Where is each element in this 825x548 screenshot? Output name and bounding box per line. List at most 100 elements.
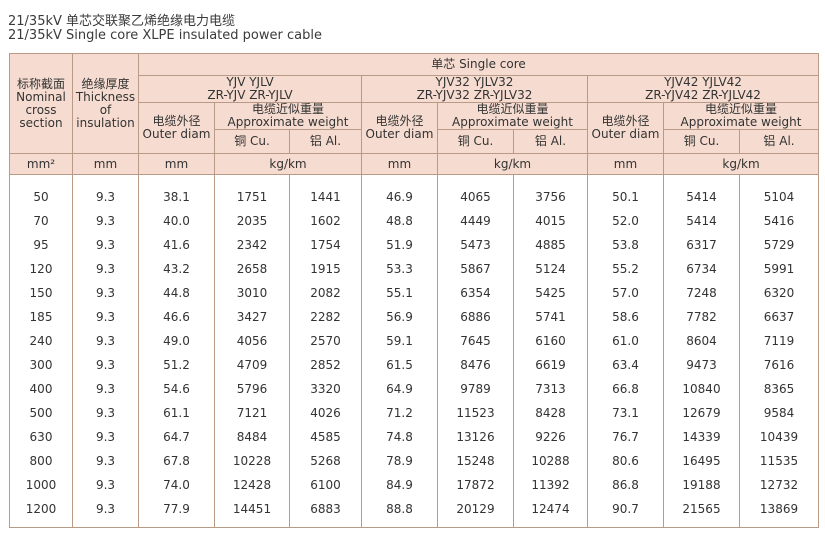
table-row: 150 9.3 44.8 3010 2082 55.1 6354 5425 57.0 7248 63…	[9, 281, 820, 305]
header-nominal-section: 标称截面 Nominal cross section	[9, 53, 73, 154]
table-cell: 4056	[214, 329, 290, 353]
table-cell: 66.8	[587, 377, 664, 401]
table-cell: 53.3	[361, 257, 438, 281]
table-cell: 400	[9, 377, 73, 401]
table-cell: 630	[9, 425, 73, 449]
header-approx-weight-1: 电缆近似重量 Approximate weight	[214, 102, 362, 130]
header-cu-1: 铜 Cu.	[214, 129, 290, 154]
table-cell: 55.1	[361, 281, 438, 305]
table-cell: 74.8	[361, 425, 438, 449]
table-cell: 7121	[214, 401, 290, 425]
table-cell: 13869	[738, 497, 820, 528]
table-row: 70 9.3 40.0 2035 1602 48.8 4449 4015 52.0 5414 541…	[9, 209, 820, 233]
table-cell: 20129	[437, 497, 514, 528]
table-cell: 38.1	[138, 174, 215, 209]
table-cell: 70	[9, 209, 73, 233]
table-cell: 5991	[738, 257, 820, 281]
table-cell: 10840	[663, 377, 740, 401]
table-cell: 2342	[214, 233, 290, 257]
table-cell: 78.9	[361, 449, 438, 473]
unit-diam-2: mm	[361, 153, 438, 175]
table-cell: 64.7	[138, 425, 215, 449]
table-cell: 12679	[663, 401, 740, 425]
table-cell: 5124	[513, 257, 588, 281]
table-cell: 5416	[738, 209, 820, 233]
unit-weight-1: kg/km	[214, 153, 362, 175]
table-cell: 3320	[289, 377, 362, 401]
table-cell: 5729	[738, 233, 820, 257]
header-outer-diam-2: 电缆外径 Outer diam	[361, 102, 438, 154]
table-cell: 4885	[513, 233, 588, 257]
header-outer-diam-1: 电缆外径 Outer diam	[138, 102, 215, 154]
table-cell: 63.4	[587, 353, 664, 377]
table-cell: 3427	[214, 305, 290, 329]
table-cell: 500	[9, 401, 73, 425]
table-row: 240 9.3 49.0 4056 2570 59.1 7645 6160 61.0 8604 71…	[9, 329, 820, 353]
table-cell: 5104	[738, 174, 820, 209]
table-cell: 64.9	[361, 377, 438, 401]
table-row: 500 9.3 61.1 7121 4026 71.2 11523 8428 73.1 12679…	[9, 401, 820, 425]
header-cu-3: 铜 Cu.	[663, 129, 740, 154]
table-cell: 12474	[513, 497, 588, 528]
table-cell: 52.0	[587, 209, 664, 233]
table-cell: 9.3	[72, 425, 139, 449]
table-cell: 13126	[437, 425, 514, 449]
table-cell: 6100	[289, 473, 362, 497]
table-cell: 7248	[663, 281, 740, 305]
table-row: 185 9.3 46.6 3427 2282 56.9 6886 5741 58.6 7782 66…	[9, 305, 820, 329]
table-cell: 6317	[663, 233, 740, 257]
table-cell: 1200	[9, 497, 73, 528]
table-cell: 3010	[214, 281, 290, 305]
table-cell: 1754	[289, 233, 362, 257]
header-group-yjv: YJV YJLV ZR-YJV ZR-YJLV	[138, 75, 362, 103]
header-single-core: 单芯 Single core	[137, 53, 820, 76]
table-cell: 9.3	[72, 209, 139, 233]
table-cell: 3756	[513, 174, 588, 209]
table-cell: 1441	[289, 174, 362, 209]
table-cell: 5867	[437, 257, 514, 281]
table-cell: 6160	[513, 329, 588, 353]
table-cell: 9789	[437, 377, 514, 401]
table-cell: 800	[9, 449, 73, 473]
table-cell: 6886	[437, 305, 514, 329]
header-approx-weight-3: 电缆近似重量 Approximate weight	[662, 102, 820, 130]
header-group-yjv32: YJV32 YJLV32 ZR-YJV32 ZR-YJLV32	[361, 75, 588, 103]
table-row: 120 9.3 43.2 2658 1915 53.3 5867 5124 55.2 6734 59…	[9, 257, 820, 281]
table-cell: 2035	[214, 209, 290, 233]
table-cell: 88.8	[361, 497, 438, 528]
table-cell: 11523	[437, 401, 514, 425]
table-cell: 5796	[214, 377, 290, 401]
table-cell: 1915	[289, 257, 362, 281]
table-cell: 150	[9, 281, 73, 305]
unit-thickness: mm	[72, 153, 139, 175]
table-cell: 8428	[513, 401, 588, 425]
table-cell: 19188	[663, 473, 740, 497]
table-cell: 8604	[663, 329, 740, 353]
unit-diam-3: mm	[587, 153, 664, 175]
table-cell: 41.6	[138, 233, 215, 257]
table-cell: 9226	[513, 425, 588, 449]
table-cell: 9.3	[72, 174, 139, 209]
table-cell: 43.2	[138, 257, 215, 281]
unit-section: mm²	[9, 153, 73, 175]
table-cell: 44.8	[138, 281, 215, 305]
table-cell: 9.3	[72, 401, 139, 425]
table-cell: 4015	[513, 209, 588, 233]
table-cell: 5741	[513, 305, 588, 329]
table-row: 300 9.3 51.2 4709 2852 61.5 8476 6619 63.4 9473 76…	[9, 353, 820, 377]
table-cell: 5425	[513, 281, 588, 305]
table-cell: 61.0	[587, 329, 664, 353]
table-cell: 9.3	[72, 329, 139, 353]
table-row: 1000 9.3 74.0 12428 6100 84.9 17872 11392 86.8 19…	[9, 473, 820, 497]
table-cell: 10439	[738, 425, 820, 449]
table-cell: 67.8	[138, 449, 215, 473]
table-cell: 9.3	[72, 497, 139, 528]
table-cell: 5414	[663, 174, 740, 209]
table-cell: 8365	[738, 377, 820, 401]
table-cell: 51.2	[138, 353, 215, 377]
table-cell: 4709	[214, 353, 290, 377]
table-cell: 2852	[289, 353, 362, 377]
table-cell: 7782	[663, 305, 740, 329]
table-row: 1200 9.3 77.9 14451 6883 88.8 20129 12474 90.7 21…	[9, 497, 820, 528]
table-cell: 53.8	[587, 233, 664, 257]
